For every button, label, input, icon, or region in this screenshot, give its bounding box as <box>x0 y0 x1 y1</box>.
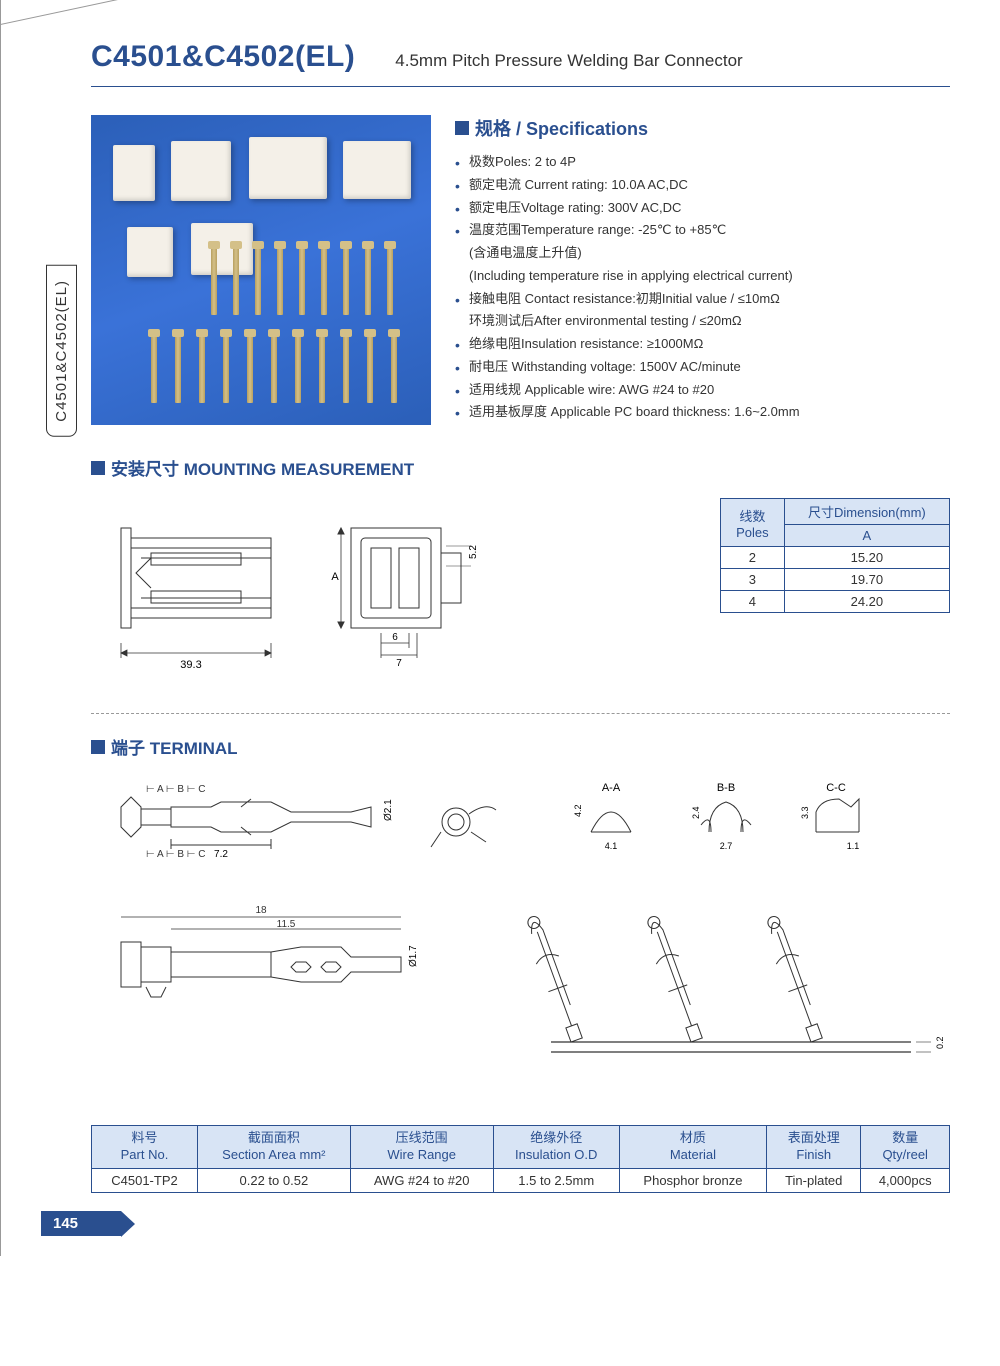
spec-item: 适用线规 Applicable wire: AWG #24 to #20 <box>455 379 950 402</box>
spec-item: 适用基板厚度 Applicable PC board thickness: 1.… <box>455 401 950 424</box>
page-number: 145 <box>41 1211 121 1236</box>
svg-text:4.2: 4.2 <box>573 804 583 817</box>
page-subtitle: 4.5mm Pitch Pressure Welding Bar Connect… <box>395 51 742 71</box>
spec-sub: 环境测试后After environmental testing / ≤20mΩ <box>455 310 950 333</box>
spec-sub: (含通电温度上升值) <box>455 242 950 265</box>
svg-text:A: A <box>331 571 339 583</box>
spec-heading: 规格 / Specifications <box>475 115 648 141</box>
svg-text:Ø2.1: Ø2.1 <box>383 799 394 821</box>
spec-sub: (Including temperature rise in applying … <box>455 265 950 288</box>
svg-text:4.1: 4.1 <box>605 841 618 851</box>
th-dim: 尺寸Dimension(mm) <box>784 499 949 525</box>
svg-text:B-B: B-B <box>717 782 735 794</box>
mounting-heading: 安装尺寸 MOUNTING MEASUREMENT <box>111 455 414 480</box>
terminal-heading: 端子 TERMINAL <box>111 734 238 759</box>
terminal-drawings: ⊢ A ⊢ B ⊢ C ⊢ A ⊢ B ⊢ C 7.2 Ø2.1 <box>91 777 950 1107</box>
svg-text:5.2: 5.2 <box>468 545 479 559</box>
svg-text:7.2: 7.2 <box>214 849 228 860</box>
product-photo <box>91 115 431 425</box>
terminal-table: 料号 Part No. 截面面积 Section Area mm² 压线范围 W… <box>91 1125 950 1193</box>
spec-item: 额定电压Voltage rating: 300V AC,DC <box>455 197 950 220</box>
spec-item: 耐电压 Withstanding voltage: 1500V AC/minut… <box>455 356 950 379</box>
mounting-drawing: 39.3 A 5.2 <box>91 498 511 683</box>
svg-text:⊢ A ⊢ B ⊢ C: ⊢ A ⊢ B ⊢ C <box>146 784 205 795</box>
side-tab: C4501&C4502(EL) <box>46 265 77 437</box>
svg-text:11.5: 11.5 <box>277 919 296 930</box>
spec-item: 接触电阻 Contact resistance:初期Initial value … <box>455 288 950 311</box>
svg-text:3.3: 3.3 <box>800 806 810 819</box>
th-poles: 线数 Poles <box>721 499 785 547</box>
spec-item: 额定电流 Current rating: 10.0A AC,DC <box>455 174 950 197</box>
svg-text:2.7: 2.7 <box>720 841 733 851</box>
spec-item: 极数Poles: 2 to 4P <box>455 151 950 174</box>
page-header: C4501&C4502(EL) 4.5mm Pitch Pressure Wel… <box>91 40 950 74</box>
svg-text:1.1: 1.1 <box>847 841 860 851</box>
svg-text:7: 7 <box>396 658 402 669</box>
svg-text:39.3: 39.3 <box>180 659 201 671</box>
th-a: A <box>784 525 949 547</box>
spec-list: 极数Poles: 2 to 4P 额定电流 Current rating: 10… <box>455 151 950 424</box>
svg-text:18: 18 <box>255 905 267 916</box>
svg-text:6: 6 <box>392 632 398 643</box>
spec-item: 温度范围Temperature range: -25℃ to +85℃ <box>455 219 950 242</box>
svg-text:0.2: 0.2 <box>935 1036 945 1049</box>
svg-text:⊢ A ⊢ B ⊢ C: ⊢ A ⊢ B ⊢ C <box>146 849 205 860</box>
specifications: 规格 / Specifications 极数Poles: 2 to 4P 额定电… <box>455 115 950 425</box>
svg-text:C-C: C-C <box>826 782 846 794</box>
spec-item: 绝缘电阻Insulation resistance: ≥1000MΩ <box>455 333 950 356</box>
svg-text:2.4: 2.4 <box>691 806 701 819</box>
page-title: C4501&C4502(EL) <box>91 40 355 74</box>
dimension-table: 线数 Poles 尺寸Dimension(mm) A 215.20 319.70… <box>720 498 950 613</box>
svg-text:A-A: A-A <box>602 782 621 794</box>
svg-text:Ø1.7: Ø1.7 <box>408 945 419 967</box>
